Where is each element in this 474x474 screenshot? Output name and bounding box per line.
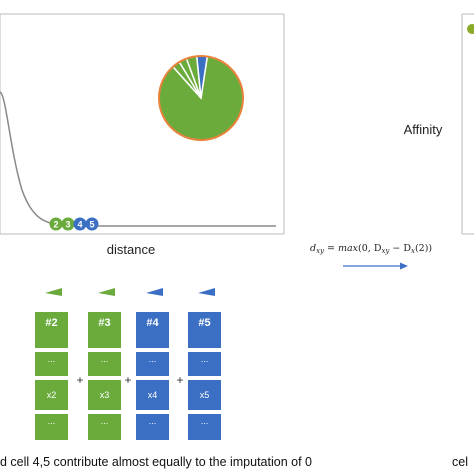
caption-text: d cell 4,5 contribute almost equally to … bbox=[0, 455, 312, 469]
neighbor-column-4: #4... x4... bbox=[136, 288, 169, 440]
neighbor-dot-3 bbox=[61, 217, 75, 231]
column-value-label: x3 bbox=[100, 390, 110, 400]
column-cell bbox=[35, 352, 68, 376]
formula-close: (2)) bbox=[415, 243, 432, 254]
distance-formula: dxy = max(0, Dxy − Dx(2)) bbox=[310, 243, 432, 270]
formula-text: dxy = max(0, Dxy − Dx(2)) bbox=[310, 243, 432, 255]
formula-d-sub: xy bbox=[381, 247, 390, 255]
neighbor-dot-5 bbox=[85, 217, 99, 231]
column-ellipsis: ... bbox=[101, 416, 109, 426]
column-ellipsis: ... bbox=[201, 416, 209, 426]
affinity-pie-chart bbox=[158, 55, 244, 141]
column-ellipsis: ... bbox=[201, 354, 209, 364]
column-ellipsis: ... bbox=[149, 354, 157, 364]
column-header-label: #3 bbox=[98, 317, 110, 329]
neighbor-dot-label: 5 bbox=[89, 220, 94, 230]
column-cell bbox=[136, 380, 169, 410]
column-cell bbox=[188, 380, 221, 410]
column-cell bbox=[88, 414, 121, 440]
column-ellipsis: ... bbox=[101, 354, 109, 364]
formula-minus: − D bbox=[389, 243, 411, 254]
neighbor-dot-label: 2 bbox=[53, 220, 58, 230]
neighbor-column-2: #2... x2... bbox=[35, 288, 68, 440]
formula-open: (0, D bbox=[358, 243, 382, 254]
neighbor-column-5: #5... x5... bbox=[188, 288, 221, 440]
neighbor-dot-label: 4 bbox=[77, 220, 82, 230]
column-cell bbox=[35, 380, 68, 410]
neighbor-dot-4 bbox=[73, 217, 87, 231]
affinity-label: Affinity bbox=[404, 122, 443, 137]
column-cell bbox=[136, 414, 169, 440]
column-ellipsis: ... bbox=[48, 416, 56, 426]
affinity-panel-dot bbox=[467, 24, 474, 34]
formula-fn: max bbox=[338, 243, 359, 254]
x-axis-label: distance bbox=[107, 242, 155, 257]
column-weight-wedge bbox=[198, 288, 215, 296]
column-value-label: x5 bbox=[200, 390, 210, 400]
column-value-label: x4 bbox=[148, 390, 158, 400]
column-cell bbox=[188, 414, 221, 440]
neighbor-dot-label: 3 bbox=[65, 220, 70, 230]
neighbor-dots: 2 3 4 5 bbox=[49, 217, 99, 231]
neighbor-columns: #2... x2... #3... x3... #4... x4... #5... x5...… bbox=[35, 288, 221, 440]
column-cell bbox=[35, 414, 68, 440]
column-header bbox=[35, 312, 68, 348]
plus-operator: + bbox=[76, 373, 83, 387]
column-header-label: #2 bbox=[45, 317, 57, 329]
column-header bbox=[88, 312, 121, 348]
column-ellipsis: ... bbox=[149, 416, 157, 426]
transform-arrow-head bbox=[400, 262, 408, 270]
column-weight-wedge bbox=[146, 288, 163, 296]
affinity-panel: Affinity bbox=[404, 13, 474, 235]
formula-lhs: d bbox=[310, 243, 316, 254]
column-cell bbox=[88, 380, 121, 410]
distance-plot: 2 3 4 5 distance bbox=[0, 13, 285, 257]
formula-lhs-sub: xy bbox=[316, 247, 325, 255]
column-weight-wedge bbox=[98, 288, 115, 296]
column-value-label: x2 bbox=[47, 390, 57, 400]
column-header-label: #5 bbox=[198, 317, 210, 329]
formula-eq: = bbox=[324, 243, 338, 254]
column-cell bbox=[136, 352, 169, 376]
column-header bbox=[136, 312, 169, 348]
column-cell bbox=[88, 352, 121, 376]
neighbor-dot-2 bbox=[49, 217, 63, 231]
column-header-label: #4 bbox=[146, 317, 159, 329]
column-ellipsis: ... bbox=[48, 354, 56, 364]
formula-dx-sub: x bbox=[411, 247, 415, 255]
plus-operator: + bbox=[124, 373, 131, 387]
neighbor-column-3: #3... x3... bbox=[88, 288, 121, 440]
column-header bbox=[188, 312, 221, 348]
pie-outline bbox=[158, 55, 244, 141]
caption-right-text: cel bbox=[452, 455, 468, 469]
column-cell bbox=[188, 352, 221, 376]
column-weight-wedge bbox=[45, 288, 62, 296]
plus-operator: + bbox=[176, 373, 183, 387]
